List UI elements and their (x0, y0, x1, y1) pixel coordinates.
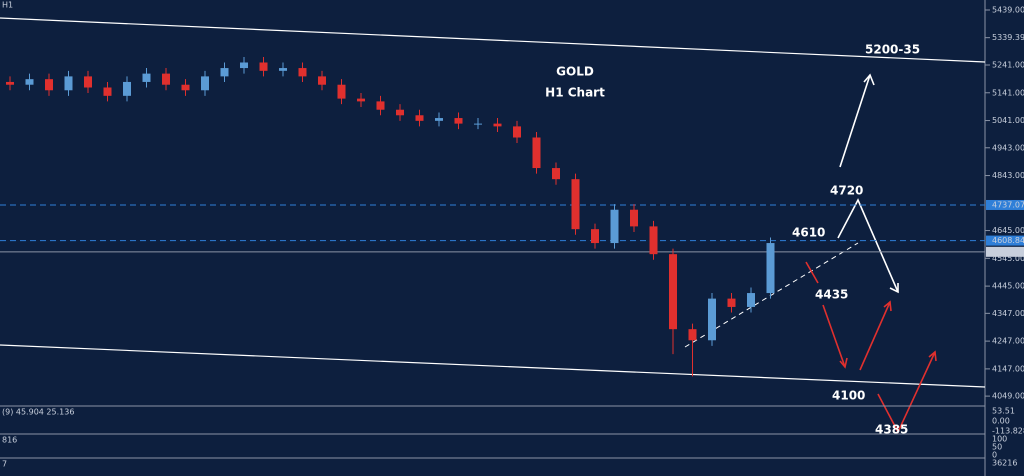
candle-body (669, 254, 677, 330)
indicator-scale: 36216 (992, 459, 1017, 468)
candle-body (552, 168, 560, 180)
candle-body (318, 76, 326, 85)
candle-body (357, 98, 365, 102)
candle-body (298, 68, 307, 77)
y-tick-label: 4943.00 (992, 143, 1024, 152)
candle-body (181, 84, 190, 91)
annotation: 4385 (875, 423, 908, 437)
annotation: 5200-35 (865, 43, 920, 57)
candle-body (727, 298, 736, 307)
candle-body (766, 243, 775, 294)
annotation: 4100 (832, 389, 865, 403)
candle-body (532, 137, 541, 169)
candle-body (415, 115, 424, 121)
y-tick-label: 5041.00 (992, 116, 1024, 125)
indicator-label: 816 (2, 436, 17, 445)
arrow-head (883, 300, 892, 312)
candle-body (435, 118, 443, 121)
indicator-scale: 0 (992, 451, 997, 460)
arrow (822, 304, 846, 368)
arrow (805, 261, 819, 284)
candle-body (454, 118, 463, 124)
y-tick-label: 5141.00 (992, 88, 1024, 97)
candle-body (474, 123, 482, 125)
y-tick-label: 4843.00 (992, 171, 1024, 180)
arrow-head (928, 350, 937, 362)
arrow-head (863, 73, 875, 86)
price-label: 4608.84 (992, 236, 1024, 245)
y-tick-label: 5339.39 (992, 33, 1024, 42)
y-tick-label: 4049.00 (992, 392, 1024, 401)
arrow (837, 198, 899, 293)
candle-body (45, 79, 53, 91)
y-tick-label: 4645.00 (992, 226, 1024, 235)
candle-body (747, 293, 755, 307)
y-tick-label: 4445.00 (992, 282, 1024, 291)
candle-body (688, 329, 697, 341)
candle-body (6, 81, 14, 85)
candle-body (162, 73, 170, 85)
chart-title: GOLD (556, 65, 594, 79)
candle-body (649, 226, 658, 255)
candle-body (220, 68, 229, 77)
y-tick-label: 4147.00 (992, 364, 1024, 373)
y-tick-label: 5241.00 (992, 61, 1024, 70)
candle-body (591, 229, 599, 244)
indicator-scale: 50 (992, 443, 1002, 452)
arrow (877, 351, 936, 434)
candle-body (84, 76, 92, 88)
y-tick-label: 4247.00 (992, 337, 1024, 346)
arrow (859, 301, 891, 371)
annotation: 4610 (792, 226, 825, 240)
scenario-arrows (805, 73, 937, 434)
indicator-label: 7 (2, 460, 7, 469)
candle-body (708, 298, 716, 341)
channel-bottom (0, 344, 986, 388)
indicator-scale: 100 (992, 435, 1007, 444)
y-tick-label: 4545.00 (992, 254, 1024, 263)
candle-body (142, 73, 151, 82)
candle-body (493, 123, 502, 127)
channel-top (0, 17, 986, 63)
indicator-scale: 0.00 (992, 417, 1010, 426)
price-box (986, 235, 1024, 246)
price-label: 4737.07 (992, 200, 1024, 209)
candle-body (513, 126, 521, 138)
candle-body (376, 101, 385, 110)
arrow-head (889, 283, 899, 294)
candle-body (123, 81, 131, 96)
annotation: 4720 (830, 184, 863, 198)
y-tick-label: 4347.00 (992, 309, 1024, 318)
candle-body (103, 87, 112, 96)
trend-support (684, 242, 859, 348)
indicator-scale: -113.828 (992, 427, 1024, 436)
timeframe: H1 (2, 1, 13, 10)
arrow (839, 74, 871, 168)
candle-body (259, 62, 268, 71)
candle-body (64, 76, 73, 91)
y-tick-label: 5439.00 (992, 6, 1024, 15)
candle-body (610, 209, 619, 244)
price-label: 4568.42 (992, 247, 1024, 256)
candle-body (337, 84, 346, 99)
candle-body (240, 62, 248, 69)
indicator-label: (9) 45.904 25.136 (2, 408, 74, 417)
price-box (986, 246, 1024, 257)
candle-body (396, 109, 404, 116)
chart-subtitle: H1 Chart (545, 86, 605, 100)
indicator-scale: 53.51 (992, 407, 1015, 416)
candle-body (279, 68, 287, 71)
arrow-head (839, 357, 848, 369)
candle-body (630, 209, 638, 227)
candle-body (571, 179, 580, 230)
price-box (986, 199, 1024, 210)
candle-body (25, 79, 34, 85)
candle-body (201, 76, 209, 91)
annotation: 4435 (815, 288, 848, 302)
